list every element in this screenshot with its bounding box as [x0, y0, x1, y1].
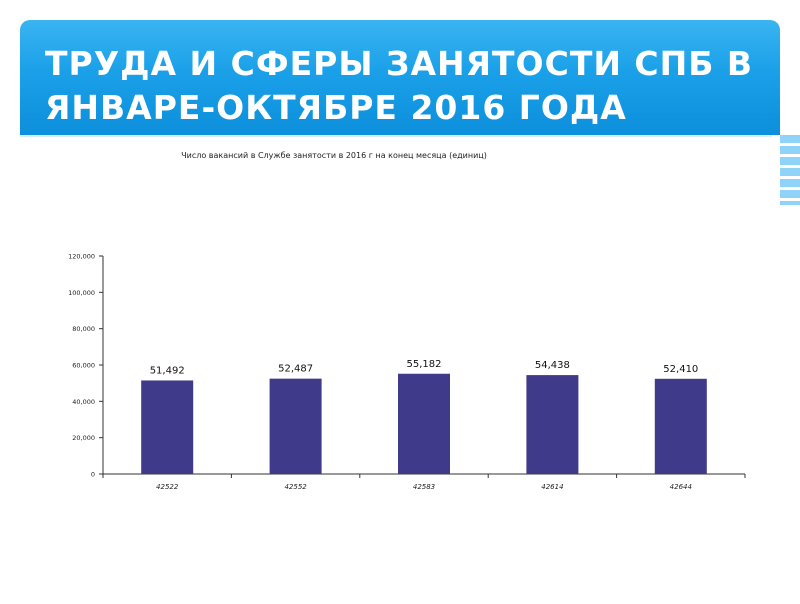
y-tick-label: 120,000	[68, 253, 95, 261]
x-tick-label: 42583	[413, 483, 435, 491]
y-tick-label: 0	[91, 471, 95, 479]
bar	[398, 373, 450, 474]
banner-divider	[20, 135, 772, 137]
y-tick-label: 100,000	[68, 289, 95, 297]
x-tick-label: 42644	[670, 483, 692, 491]
bar	[654, 378, 707, 474]
bar	[141, 380, 194, 474]
y-tick-label: 40,000	[72, 398, 95, 406]
y-tick-label: 20,000	[72, 434, 95, 442]
bar	[269, 378, 322, 474]
slide-title: ТРУДА И СФЕРЫ ЗАНЯТОСТИ СПБ В ЯНВАРЕ-ОКТ…	[45, 42, 800, 130]
x-tick-label: 42522	[156, 483, 179, 491]
data-label: 54,438	[535, 360, 570, 371]
data-label: 55,182	[407, 359, 442, 370]
data-label: 51,492	[150, 365, 185, 376]
slide-title-line-2: ЯНВАРЕ-ОКТЯБРЕ 2016 ГОДА	[45, 88, 627, 127]
x-tick-label: 42614	[541, 483, 563, 491]
data-label: 52,487	[278, 364, 313, 375]
x-tick-label: 42552	[284, 483, 307, 491]
bar	[526, 375, 579, 474]
decorative-stripes	[780, 135, 800, 205]
data-label: 52,410	[663, 364, 698, 375]
y-tick-label: 80,000	[72, 325, 95, 333]
title-banner	[20, 20, 780, 135]
chart-title: Число вакансий в Службе занятости в 2016…	[181, 151, 487, 160]
slide-title-line-1: ТРУДА И СФЕРЫ ЗАНЯТОСТИ СПБ В	[45, 44, 754, 83]
y-tick-label: 60,000	[72, 362, 95, 370]
